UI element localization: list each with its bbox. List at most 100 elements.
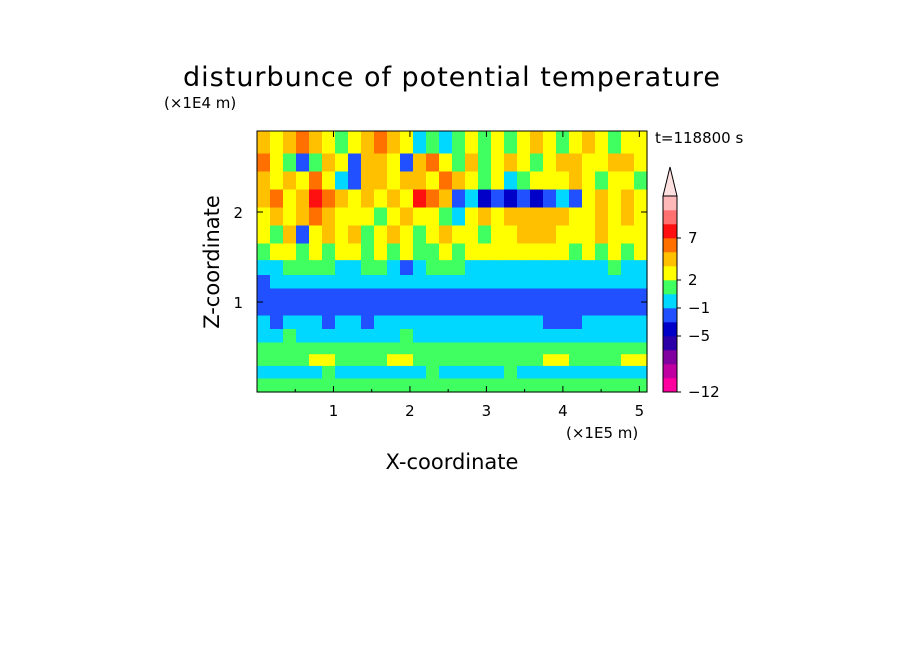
contour-cell (634, 260, 648, 276)
contour-cell (634, 207, 648, 227)
contour-cell (335, 275, 349, 290)
contour-cell (452, 315, 466, 330)
contour-cell (283, 342, 297, 355)
contour-cell (348, 243, 362, 261)
contour-cell (556, 354, 570, 367)
contour-cell (270, 302, 284, 317)
contour-cell (478, 329, 492, 344)
contour-cell (595, 207, 609, 227)
contour-cell (400, 189, 414, 209)
contour-cell (439, 207, 453, 227)
contour-cell (543, 225, 557, 245)
contour-cell (582, 260, 596, 276)
contour-cell (582, 243, 596, 261)
contour-cell (608, 302, 622, 317)
contour-cell (556, 302, 570, 317)
contour-cell (413, 171, 427, 191)
contour-cell (595, 288, 609, 303)
contour-cell (374, 354, 388, 367)
contour-cell (634, 225, 648, 245)
contour-cell (634, 131, 648, 155)
contour-cell (439, 288, 453, 303)
contour-cell (270, 225, 284, 245)
contour-cell (387, 288, 401, 303)
contour-cell (439, 153, 453, 173)
contour-cell (569, 131, 583, 155)
contour-cell (491, 225, 505, 245)
contour-cell (621, 275, 635, 290)
contour-cell (387, 243, 401, 261)
contour-cell (322, 131, 336, 155)
contour-cell (257, 153, 271, 173)
colorbar-label: −5 (688, 327, 710, 345)
contour-cell (621, 315, 635, 330)
contour-cell (270, 207, 284, 227)
contour-cell (608, 288, 622, 303)
contour-cell (621, 378, 635, 393)
y-axis-label: Z-coordinate (200, 195, 224, 329)
contour-cell (478, 153, 492, 173)
contour-cell (621, 354, 635, 367)
contour-cell (530, 378, 544, 393)
contour-cell (283, 131, 297, 155)
chart-title: disturbunce of potential temperature (183, 62, 721, 93)
contour-cell (465, 354, 479, 367)
contour-cell (621, 302, 635, 317)
contour-cell (634, 315, 648, 330)
contour-cell (361, 153, 375, 173)
contour-cell (504, 153, 518, 173)
contour-cell (608, 275, 622, 290)
contour-cell (478, 225, 492, 245)
colorbar-swatch (663, 378, 677, 393)
contour-cell (517, 189, 531, 209)
contour-cell (387, 354, 401, 367)
y-axis: 12 (233, 204, 647, 312)
contour-cell (309, 225, 323, 245)
contour-cell (426, 365, 440, 380)
contour-cell (400, 260, 414, 276)
contour-cell (400, 131, 414, 155)
contour-cell (491, 365, 505, 380)
contour-cell (361, 354, 375, 367)
contour-cell (439, 171, 453, 191)
contour-cell (595, 365, 609, 380)
contour-cell (569, 153, 583, 173)
contour-cell (348, 354, 362, 367)
contour-cell (621, 207, 635, 227)
x-tick-label: 5 (635, 402, 645, 420)
contour-cell (361, 225, 375, 245)
contour-cell (309, 260, 323, 276)
contour-cell (517, 378, 531, 393)
contour-cell (504, 207, 518, 227)
contour-cell (569, 260, 583, 276)
contour-cell (335, 131, 349, 155)
contour-cell (543, 315, 557, 330)
contour-cell (569, 302, 583, 317)
contour-cell (322, 354, 336, 367)
contour-cell (309, 171, 323, 191)
contour-cell (309, 288, 323, 303)
contour-cell (595, 243, 609, 261)
contour-cell (374, 275, 388, 290)
contour-cell (634, 302, 648, 317)
contour-cell (426, 153, 440, 173)
contour-cell (400, 243, 414, 261)
contour-cell (322, 225, 336, 245)
contour-cell (400, 153, 414, 173)
contour-cell (257, 288, 271, 303)
contour-cell (621, 342, 635, 355)
contour-cell (361, 207, 375, 227)
contour-cell (374, 131, 388, 155)
contour-cell (361, 302, 375, 317)
contour-cell (478, 354, 492, 367)
contour-cell (517, 329, 531, 344)
contour-cell (296, 225, 310, 245)
contour-cell (283, 315, 297, 330)
contour-cell (283, 207, 297, 227)
colorbar-extend-arrow (662, 166, 678, 197)
contour-cell (387, 189, 401, 209)
contour-cell (296, 354, 310, 367)
contour-cell (335, 365, 349, 380)
contour-cell (517, 342, 531, 355)
colorbar-swatch (663, 196, 677, 211)
